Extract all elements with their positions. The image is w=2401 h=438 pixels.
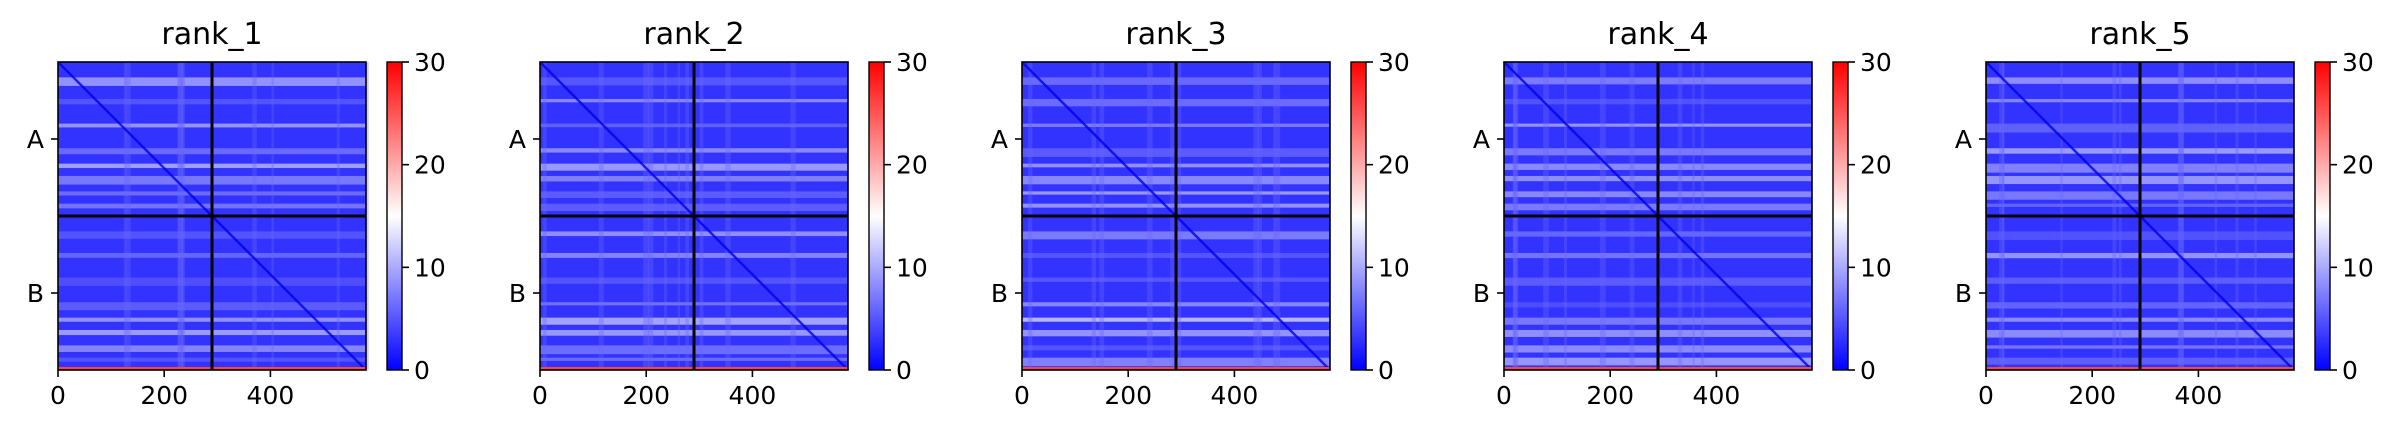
x-tick-label: 200 (2068, 381, 2116, 410)
y-tick-label: A (991, 125, 1008, 154)
x-tick-label: 400 (2175, 381, 2223, 410)
colorbar-tick-label: 30 (414, 48, 446, 77)
colorbar-tick-label: 20 (1860, 151, 1892, 180)
panel-rank_5: rank_5 0 200 400 A B 0 10 20 30 (1955, 17, 2374, 410)
x-tick-label: 0 (1014, 381, 1030, 410)
y-tick-label: A (27, 125, 44, 154)
y-tick-label: B (1955, 279, 1972, 308)
panel-rank_4: rank_4 0 200 400 A B 0 10 20 30 (1473, 17, 1892, 410)
colorbar (386, 61, 403, 371)
x-tick-label: 0 (1496, 381, 1512, 410)
y-tick-label: A (1473, 125, 1490, 154)
colorbar-tick-label: 0 (2342, 356, 2358, 385)
x-tick-label: 400 (247, 381, 295, 410)
y-tick-label: B (27, 279, 44, 308)
colorbar-tick-label: 20 (414, 151, 446, 180)
x-tick-label: 0 (1978, 381, 1994, 410)
panel-rank_3: rank_3 0 200 400 A B 0 10 20 30 (991, 17, 1410, 410)
axes-frame (1021, 61, 1331, 371)
colorbar (1832, 61, 1849, 371)
x-tick-label: 400 (729, 381, 777, 410)
colorbar-tick-label: 0 (1860, 356, 1876, 385)
colorbar (2314, 61, 2331, 371)
colorbar-tick-label: 10 (2342, 253, 2374, 282)
colorbar-tick-label: 0 (414, 356, 430, 385)
colorbar-tick-label: 20 (2342, 151, 2374, 180)
axes-frame (539, 61, 849, 371)
colorbar-tick-label: 10 (1378, 253, 1410, 282)
x-tick-label: 200 (140, 381, 188, 410)
axes-frame (1985, 61, 2295, 371)
y-tick-label: B (991, 279, 1008, 308)
x-tick-label: 0 (532, 381, 548, 410)
y-tick-label: A (1955, 125, 1972, 154)
colorbar-tick-label: 30 (2342, 48, 2374, 77)
y-tick-label: B (509, 279, 526, 308)
x-tick-label: 400 (1211, 381, 1259, 410)
chart-title: rank_3 (1125, 17, 1226, 52)
colorbar-tick-label: 30 (1860, 48, 1892, 77)
x-tick-label: 0 (50, 381, 66, 410)
axes-frame (1503, 61, 1813, 371)
colorbar (868, 61, 885, 371)
chart-title: rank_5 (2089, 17, 2190, 52)
y-tick-label: A (509, 125, 526, 154)
x-tick-label: 400 (1693, 381, 1741, 410)
y-tick-label: B (1473, 279, 1490, 308)
x-tick-label: 200 (622, 381, 670, 410)
colorbar-tick-label: 10 (414, 253, 446, 282)
colorbar-tick-label: 30 (896, 48, 928, 77)
axes-frame (57, 61, 367, 371)
colorbar-tick-label: 0 (896, 356, 912, 385)
x-tick-label: 200 (1104, 381, 1152, 410)
panel-rank_2: rank_2 0 200 400 A B 0 10 20 30 (509, 17, 928, 410)
chart-title: rank_1 (161, 17, 262, 52)
colorbar-tick-label: 0 (1378, 356, 1394, 385)
colorbar-tick-label: 10 (1860, 253, 1892, 282)
colorbar-tick-label: 30 (1378, 48, 1410, 77)
colorbar (1350, 61, 1367, 371)
x-tick-label: 200 (1586, 381, 1634, 410)
chart-title: rank_2 (643, 17, 744, 52)
colorbar-tick-label: 20 (896, 151, 928, 180)
colorbar-tick-label: 20 (1378, 151, 1410, 180)
colorbar-tick-label: 10 (896, 253, 928, 282)
panel-rank_1: rank_1 0 200 400 A B 0 10 20 30 (27, 17, 446, 410)
chart-title: rank_4 (1607, 17, 1708, 52)
heatmap-column-band (365, 62, 369, 370)
